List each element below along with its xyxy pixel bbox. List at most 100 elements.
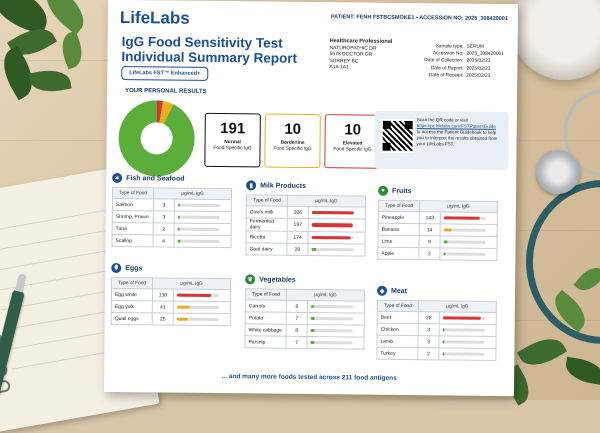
food-value: 3: [417, 335, 440, 348]
section-eggs: ⬮ Eggs Type of Food μg/mL IgG Egg white 130…: [111, 262, 232, 326]
food-value: 9: [418, 235, 441, 248]
hcp-heading: Healthcare Professional: [329, 38, 393, 45]
col-unit: μg/mL IgG: [418, 300, 497, 313]
level-fill: [311, 247, 317, 252]
sample-info: Sample type: SERUM Accession No: 2025_3084…: [413, 43, 504, 80]
score-normal: 191 Normal Food Specific IgG: [204, 112, 261, 168]
level-bar: [176, 293, 219, 298]
section-title: Milk Products: [260, 181, 307, 190]
col-food: Type of Food: [112, 187, 154, 199]
product-badge: LifeLabs FST™ Enhanced+: [121, 66, 209, 81]
food-name: Egg yolk: [111, 300, 153, 313]
elevated-sub: Food Specific IgG: [333, 146, 372, 153]
table-row: Goat dairy 20: [245, 242, 366, 257]
level-fill: [176, 317, 188, 321]
food-name: Beef: [377, 311, 419, 324]
level-fill: [310, 328, 315, 333]
level-bar: [310, 304, 353, 309]
score-borderline: 10 Borderline Food Specific IgG: [264, 113, 321, 169]
apple-icon: ●: [378, 185, 389, 196]
hcp-line: A1A 1A1: [329, 64, 349, 71]
col-unit: μg/mL IgG: [286, 289, 365, 302]
food-value: 2: [417, 347, 439, 360]
level-bar: [443, 216, 486, 221]
level-fill: [177, 239, 181, 243]
elevated-count: 10: [344, 121, 362, 139]
food-name: Pineapple: [378, 211, 420, 224]
level-fill: [442, 352, 445, 356]
col-unit: μg/mL IgG: [287, 195, 366, 208]
food-value: 28: [418, 311, 440, 324]
qr-line2: to access the Patient Guidebook to help …: [416, 129, 498, 147]
table-row: Quail eggs 25: [111, 312, 231, 326]
fish-icon: ✶: [112, 172, 123, 184]
patient-line: PATIENT: FENH FSTBCSMOKE1 • ACCESSION NO…: [330, 14, 508, 23]
food-name: Turkey: [376, 347, 418, 360]
meat-icon: ◆: [376, 285, 388, 296]
report-page: LifeLabs PATIENT: FENH FSTBCSMOKE1 • ACC…: [103, 0, 519, 397]
normal-count: 191: [220, 120, 246, 138]
col-unit: μg/mL IgG: [419, 200, 498, 213]
food-table: Type of Food μg/mL IgG Beef 28 Chicken 3 La…: [376, 300, 497, 361]
col-unit: μg/mL IgG: [153, 187, 232, 200]
section-title: Meat: [390, 287, 408, 295]
food-name: Carrots: [245, 299, 287, 313]
food-name: Fermented dairy: [246, 217, 288, 232]
col-food: Type of Food: [378, 200, 420, 212]
food-value: 41: [152, 300, 174, 314]
level-bar: [442, 352, 485, 357]
food-value: 174: [287, 231, 309, 244]
table-row: Fermented dairy 197: [246, 217, 366, 233]
level-bar: [311, 210, 354, 215]
food-value: 2: [153, 222, 175, 236]
level-bar: [443, 252, 486, 257]
food-name: Lamb: [376, 335, 419, 348]
egg-icon: ⬮: [111, 262, 122, 274]
lifelabs-logo: LifeLabs: [119, 7, 190, 28]
normal-sub: Food Specific IgG: [213, 145, 252, 151]
level-fill: [310, 304, 315, 309]
food-value: 197: [287, 218, 309, 232]
level-fill: [177, 203, 181, 207]
level-fill: [442, 340, 445, 344]
food-table: Type of Food μg/mL IgG Egg white 130 Egg y…: [111, 277, 231, 326]
level-bar: [310, 340, 353, 345]
level-fill: [442, 328, 445, 332]
milk-icon: ▮: [246, 180, 257, 191]
qr-code-icon[interactable]: [380, 118, 415, 154]
level-fill: [176, 305, 190, 309]
borderline-sub: Food Specific IgG: [273, 146, 312, 152]
food-value: 2: [418, 247, 440, 260]
col-food: Type of Food: [111, 277, 153, 289]
level-fill: [443, 228, 453, 232]
level-bar: [176, 317, 219, 322]
food-name: Salmon: [112, 198, 154, 211]
report-title: IgG Food Sensitivity Test Individual Sum…: [121, 34, 298, 66]
section-milk: ▮ Milk Products Type of Food μg/mL IgG Cow…: [245, 179, 366, 257]
food-table: Type of Food μg/mL IgG Pineapple 143 Banan…: [377, 200, 498, 261]
section-fish: ✶ Fish and Seafood Type of Food μg/mL IgG …: [111, 172, 232, 248]
food-name: Egg white: [111, 288, 153, 301]
food-table: Type of Food μg/mL IgG Salmon 3 Shrimp, Pr…: [111, 187, 232, 248]
table-row: Parsnip 7: [244, 335, 365, 350]
food-name: Ricotta: [246, 230, 288, 244]
level-bar: [442, 328, 485, 333]
level-fill: [177, 227, 180, 231]
sample-key: Date of Receipt:: [428, 73, 464, 79]
level-bar: [176, 305, 219, 310]
level-bar: [311, 223, 354, 228]
food-value: 130: [152, 288, 174, 302]
borderline-count: 10: [284, 120, 302, 138]
food-name: Cow's milk: [246, 205, 288, 219]
food-value: 20: [286, 243, 309, 256]
healthcare-professional: Healthcare Professional NATUROPATHIC DR …: [329, 38, 392, 71]
food-value: 4: [152, 234, 175, 248]
food-value: 7: [285, 336, 308, 349]
level-fill: [443, 216, 480, 221]
food-table: Type of Food μg/mL IgG Cow's milk 206 Ferm…: [245, 194, 366, 257]
food-name: Shrimp, Prawn: [112, 210, 154, 223]
level-fill: [442, 316, 481, 321]
level-fill: [311, 210, 354, 215]
level-fill: [176, 293, 211, 298]
level-bar: [311, 235, 354, 240]
